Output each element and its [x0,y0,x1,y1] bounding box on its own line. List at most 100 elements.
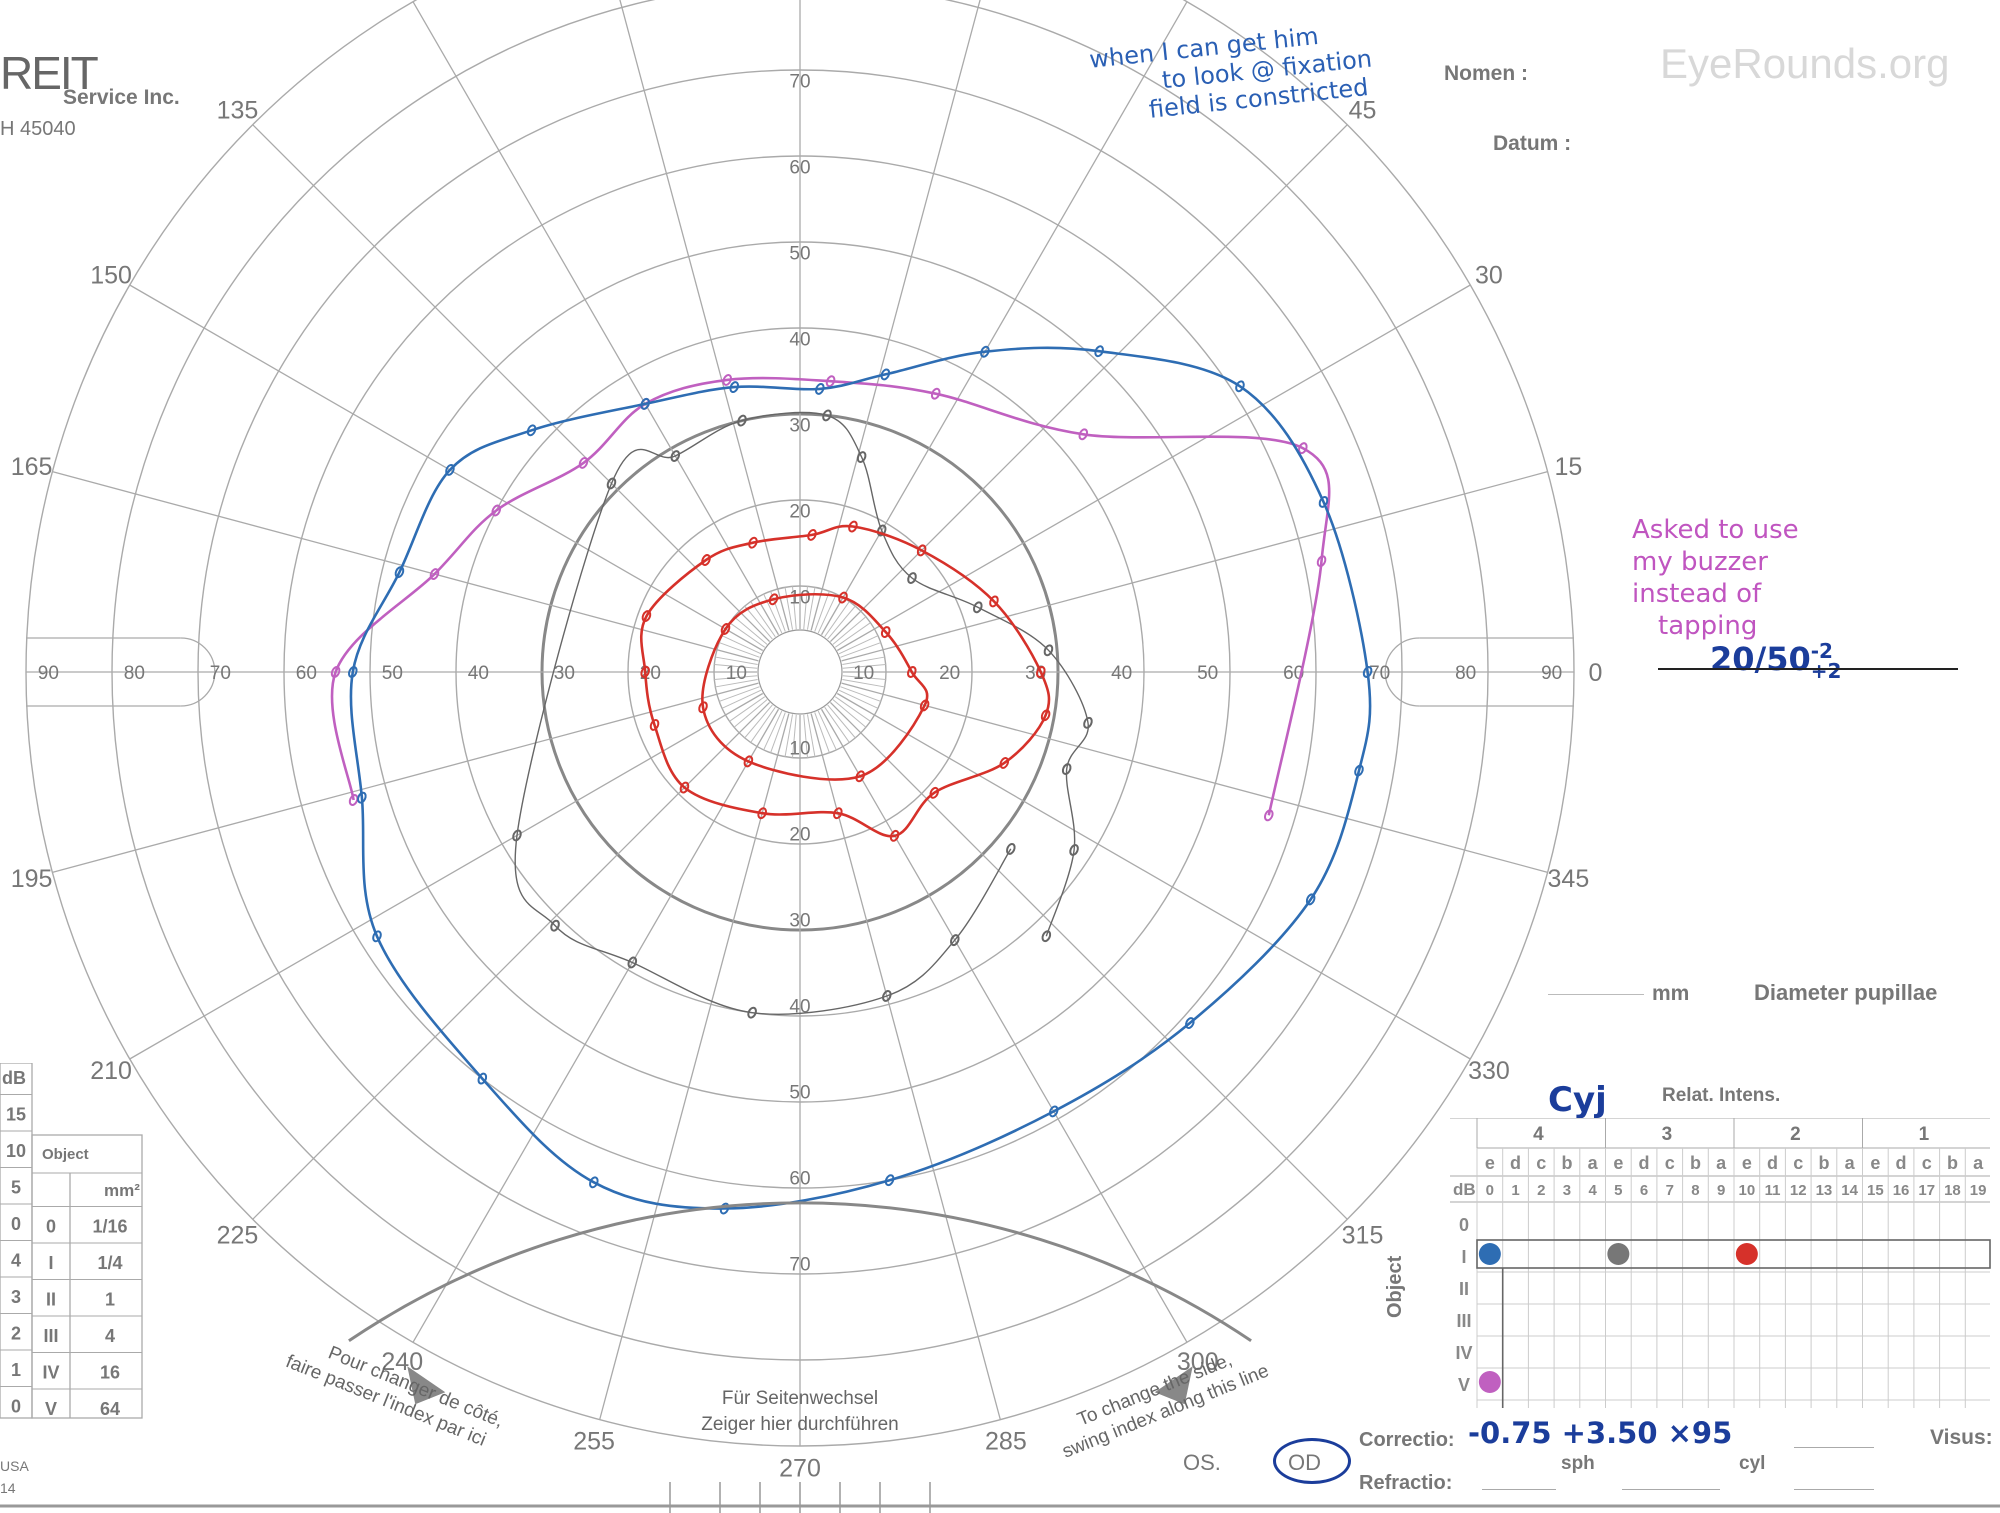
fine-meridian-340 [840,686,881,702]
pupil-unit: mm [1652,982,1690,1005]
isopter-point-1-22 [1354,764,1364,777]
ri-letter-7: c [1665,1153,1675,1173]
isopter-point-3-2 [916,544,927,557]
scale-label-0-90: 90 [1541,663,1562,684]
fine-meridian-190 [715,678,758,688]
meridian-30 [836,284,1471,652]
fine-meridian-355 [842,675,886,680]
fine-meridian-200 [719,686,760,702]
isopter-point-0-12 [348,794,359,806]
ri-number-4: 4 [1588,1182,1597,1199]
ri-mark-I-5 [1607,1243,1630,1265]
fine-meridian-350 [842,678,885,688]
isopter-point-4-1 [880,626,891,638]
center-ring [757,629,843,715]
right-cap [1384,637,1420,707]
ri-letter-2: c [1536,1153,1546,1173]
lt-db-value-3: 0 [11,1214,21,1234]
ri-number-19: 19 [1970,1182,1987,1199]
meridian-label-285: 285 [985,1427,1027,1455]
ri-letter-13: b [1818,1153,1829,1173]
fine-meridian-335 [838,689,879,709]
isopter-point-3-10 [679,781,690,794]
isopter-point-4-3 [768,593,779,606]
isopter-point-3-16 [1040,709,1051,722]
meridian-label-225: 225 [217,1222,259,1250]
isopter-point-2-6 [907,572,917,584]
fine-meridian-185 [714,675,758,680]
lt-db-header: dB [2,1068,26,1088]
meridian-240 [412,708,780,1343]
fine-meridian-110 [770,591,786,632]
isopter-point-1-14 [372,930,382,943]
isopter-point-4-7 [855,770,865,783]
lt-object-1: I [48,1253,53,1273]
isopter-point-2-19 [1006,842,1016,855]
fine-meridian-10 [842,656,885,666]
isopter-point-1-9 [526,424,537,437]
fine-meridian-325 [834,696,871,722]
meridian-255 [599,713,790,1420]
ri-letter-0: e [1485,1153,1495,1173]
isopter-point-3-5 [748,536,758,549]
fine-meridian-235 [750,706,776,743]
correctio-value: -0.75 +3.50 ×95 [1468,1416,1733,1450]
meridian-label-0: 0 [1589,659,1603,687]
ri-number-11: 11 [1765,1182,1781,1199]
cyl-rule [1794,1489,1874,1490]
meridian-label-15: 15 [1554,453,1582,481]
isopter-point-1-19 [1048,1105,1059,1118]
isopter-point-0-6 [722,374,732,386]
meridian-75 [810,0,981,631]
isopter-point-0-1 [1316,555,1327,568]
fine-meridian-205 [721,689,762,709]
fine-meridian-55 [824,601,850,638]
ri-letter-8: b [1690,1153,1701,1173]
isopter-point-3-0 [1036,666,1046,678]
isopter-point-3-3 [848,520,858,533]
scale-label-90-10: 10 [789,587,810,608]
meridian-label-270: 270 [779,1455,821,1483]
scale-label-270-10: 10 [789,739,810,760]
group-label-3: 3 [1662,1124,1673,1145]
lt-mm-header: mm² [104,1181,140,1200]
ri-number-10: 10 [1739,1182,1756,1199]
radial-scale-labels: 1010101020202020303030304040404050505050… [38,71,1562,1275]
isopter-point-3-12 [833,807,843,820]
bottom-arrow-band [0,1201,2000,1513]
isopter-i2e [639,524,1051,838]
cyj-note: Cyj [1548,1080,1607,1120]
scale-label-0-50: 50 [1197,663,1218,684]
fine-meridian-170 [715,656,758,666]
ri-number-1: 1 [1511,1182,1519,1199]
scale-label-180-40: 40 [468,663,489,684]
meridian-315 [829,701,1348,1220]
scale-label-180-80: 80 [124,663,145,684]
scale-label-180-50: 50 [382,663,403,684]
acuity-rule [1658,668,1958,670]
code-label: 14 [0,1480,16,1496]
ri-number-16: 16 [1893,1182,1910,1199]
meridian-225 [252,701,771,1220]
meridian-195 [52,682,759,873]
fine-meridian-250 [770,712,786,753]
fine-meridian-175 [714,664,758,669]
ri-letter-19: a [1973,1153,1984,1173]
meridian-135 [252,124,771,643]
scale-label-180-70: 70 [210,663,231,684]
lt-mm-0: 1/16 [92,1217,127,1237]
scale-label-180-20: 20 [640,663,661,684]
ri-mark-V-0 [1478,1371,1501,1393]
relat-intens-axis-label: Object [1384,1255,1406,1318]
isopter-point-1-0 [1362,666,1373,678]
meridian-label-150: 150 [90,261,132,289]
isopter-point-1-13 [357,791,367,804]
fine-meridian-125 [750,601,776,638]
ri-row-label-3: III [1456,1311,1471,1331]
meridian-label-30: 30 [1475,261,1503,289]
lt-db-value-5: 3 [11,1287,21,1307]
lt-db-value-2: 5 [11,1178,21,1198]
scale-label-270-70: 70 [789,1255,810,1276]
ri-number-12: 12 [1790,1182,1807,1199]
